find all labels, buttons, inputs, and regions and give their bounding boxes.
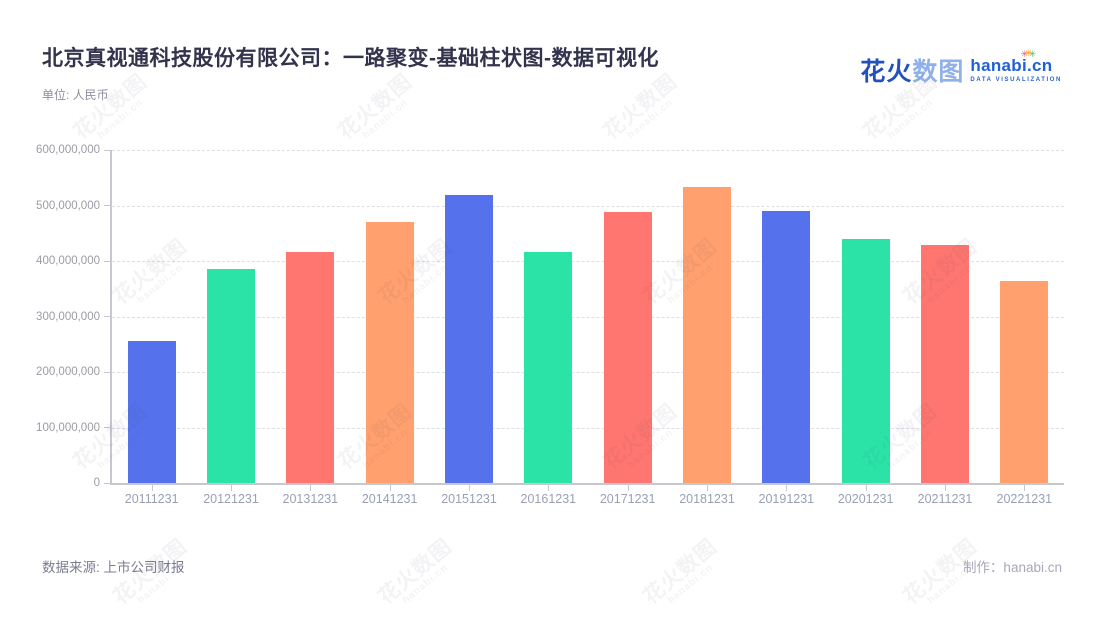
logo-en-wordmark: ✳ hanabi.cn bbox=[970, 49, 1053, 75]
bar-20201231[interactable] bbox=[841, 239, 890, 483]
x-axis-label-20191231: 20191231 bbox=[758, 492, 815, 506]
x-axis-tick bbox=[469, 485, 470, 491]
x-axis-tick bbox=[627, 485, 629, 491]
bar-20111231[interactable] bbox=[127, 340, 176, 483]
x-axis-tick bbox=[786, 485, 788, 491]
logo-text-huahuo: 花火 bbox=[860, 58, 913, 86]
y-axis-tick bbox=[104, 427, 110, 428]
x-axis-label-20211231: 20211231 bbox=[917, 492, 973, 506]
x-axis-tick bbox=[389, 485, 391, 491]
bar-20171231[interactable] bbox=[603, 211, 652, 483]
x-axis-tick bbox=[945, 485, 946, 491]
gridline-400M bbox=[112, 261, 1064, 262]
gridline-600M bbox=[112, 150, 1064, 151]
x-axis-label-20161231: 20161231 bbox=[520, 492, 577, 506]
bar-20131231[interactable] bbox=[286, 251, 335, 483]
x-axis-label-20171231: 20171231 bbox=[599, 492, 656, 506]
gridline-300M bbox=[112, 316, 1064, 318]
logo-tagline: DATA VISUALIZATION bbox=[970, 77, 1062, 83]
x-axis-tick bbox=[548, 485, 550, 491]
x-axis-label-20221231: 20221231 bbox=[996, 492, 1053, 506]
bar-20161231[interactable] bbox=[524, 252, 573, 483]
logo-text-shutu: 数图 bbox=[912, 58, 965, 86]
y-axis-label: 600,000,000 bbox=[36, 144, 100, 156]
logo-cn-text: 花火数图 bbox=[860, 52, 964, 88]
x-axis-label-20111231: 20111231 bbox=[124, 492, 179, 506]
bar-20121231[interactable] bbox=[207, 268, 255, 483]
plot-area: 0 100,000,000 200,000,000 300,000,000 400,00… bbox=[36, 144, 1064, 506]
unit-label: 单位: 人民币 bbox=[42, 88, 109, 102]
y-axis-label: 300,000,000 bbox=[36, 310, 100, 323]
y-axis-label: 400,000,000 bbox=[36, 255, 100, 267]
y-axis-tick bbox=[104, 482, 110, 484]
bar-20211231[interactable] bbox=[921, 244, 969, 483]
y-axis-tick bbox=[104, 260, 110, 262]
x-axis-tick bbox=[865, 485, 867, 491]
y-axis-label: 0 bbox=[93, 477, 100, 489]
x-axis-label-20121231: 20121231 bbox=[203, 492, 259, 506]
y-axis-label: 100,000,000 bbox=[36, 421, 100, 434]
x-axis-label-20131231: 20131231 bbox=[282, 492, 339, 506]
bar-20221231[interactable] bbox=[1000, 280, 1049, 483]
gridline-500M bbox=[112, 205, 1064, 207]
bar-20181231[interactable] bbox=[683, 186, 731, 483]
x-axis-label-20201231: 20201231 bbox=[837, 492, 894, 506]
logo-text-hanabi: hanabi.cn bbox=[970, 56, 1053, 75]
bar-20141231[interactable] bbox=[365, 222, 414, 483]
y-axis-label: 500,000,000 bbox=[36, 199, 100, 212]
hanabi-logo: 花火数图 ✳ hanabi.cn DATA VISUALIZATION bbox=[860, 49, 1062, 88]
bar-20151231[interactable] bbox=[445, 194, 493, 483]
x-axis-label-20181231: 20181231 bbox=[679, 492, 735, 506]
bar-20191231[interactable] bbox=[762, 210, 811, 483]
y-axis-label: 200,000,000 bbox=[36, 366, 100, 378]
sparkle-icon: ✳ bbox=[1024, 48, 1033, 58]
page-title: 北京真视通科技股份有限公司：一路聚变-基础柱状图-数据可视化 bbox=[42, 47, 659, 70]
gridline-100M bbox=[112, 427, 1064, 429]
x-axis-label-20141231: 20141231 bbox=[361, 492, 418, 506]
y-axis-tick bbox=[104, 205, 110, 206]
logo-en-block: ✳ hanabi.cn DATA VISUALIZATION bbox=[970, 49, 1062, 84]
data-source-label: 数据来源: 上市公司财报 bbox=[42, 560, 185, 575]
x-axis-tick bbox=[707, 485, 708, 491]
y-axis-tick bbox=[104, 149, 110, 151]
x-axis-tick bbox=[310, 485, 312, 491]
x-axis-label-20151231: 20151231 bbox=[441, 492, 497, 506]
y-axis-tick bbox=[104, 316, 110, 317]
y-axis-tick bbox=[104, 371, 110, 373]
credit-label: 制作：hanabi.cn bbox=[962, 560, 1062, 575]
x-axis-tick bbox=[231, 485, 232, 491]
gridline-200M bbox=[112, 372, 1064, 373]
x-axis-tick bbox=[151, 485, 153, 491]
x-axis-tick bbox=[1024, 485, 1026, 491]
